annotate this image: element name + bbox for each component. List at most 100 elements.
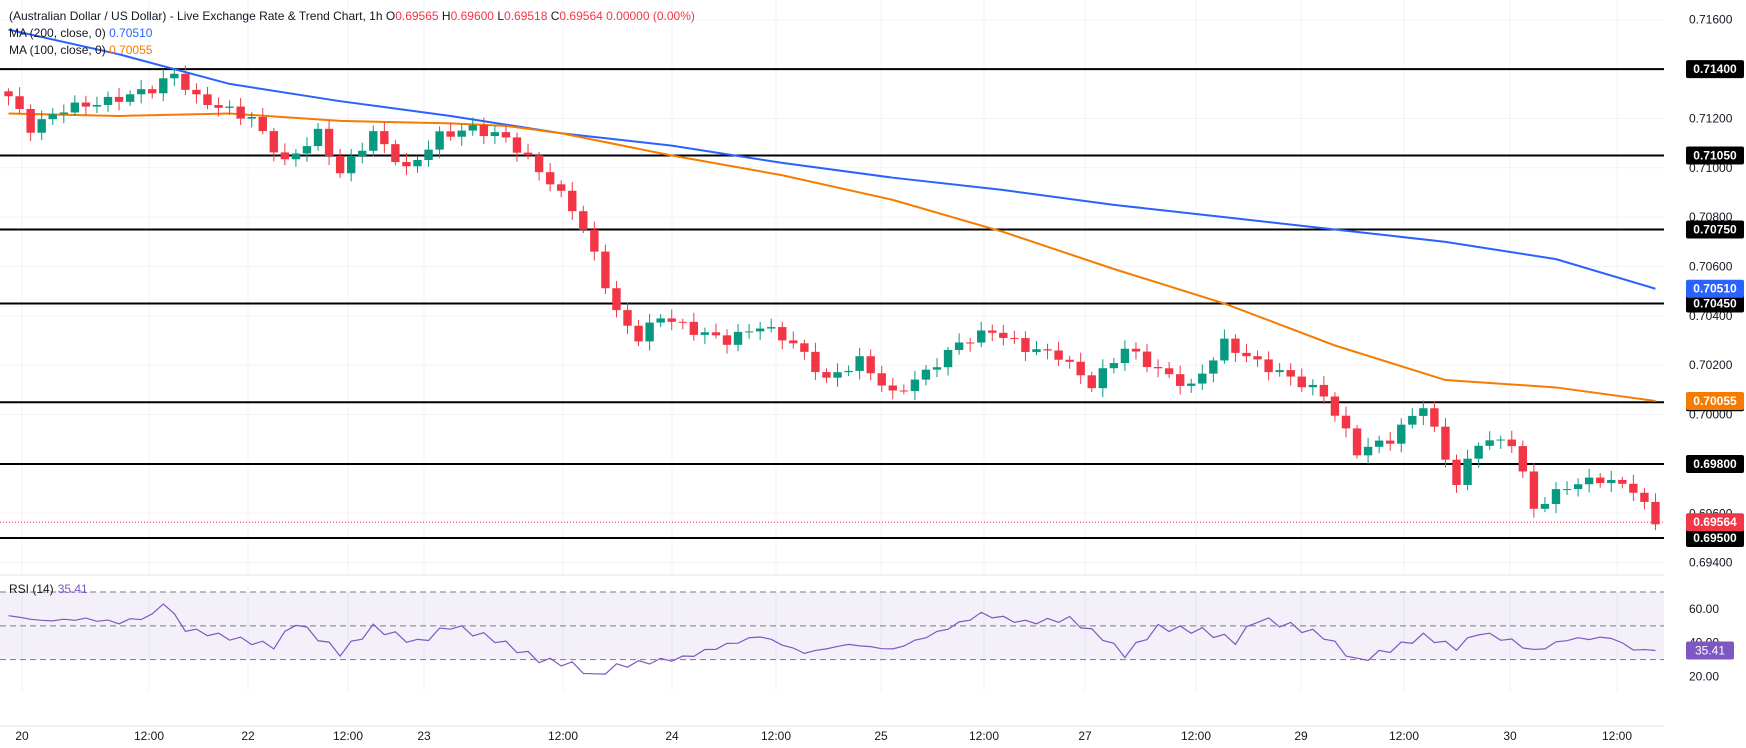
candle-body — [1175, 374, 1185, 386]
ma200-legend[interactable]: MA (200, close, 0) 0.70510 — [9, 25, 152, 41]
candle-body — [391, 144, 400, 163]
time-tick-label: 12:00 — [1181, 729, 1211, 743]
candle-body — [1164, 368, 1174, 375]
time-tick-label: 22 — [241, 729, 255, 743]
candle-body — [457, 130, 466, 137]
candle-body — [523, 152, 533, 156]
candle-body — [534, 155, 544, 173]
candle-body — [125, 94, 135, 102]
rsi-value-badge — [1686, 641, 1734, 660]
ma200-value: 0.70510 — [109, 26, 153, 40]
candle-body — [258, 116, 267, 132]
rsi-legend[interactable]: RSI (14) 35.41 — [9, 582, 88, 596]
candle-body — [446, 131, 455, 137]
candle-body — [833, 372, 842, 378]
candle-body — [965, 342, 975, 344]
candle-body — [789, 340, 798, 344]
candle-body — [159, 78, 168, 94]
candle-body — [1408, 415, 1417, 425]
current-price-badge-box — [1686, 513, 1744, 532]
ma100-legend[interactable]: MA (100, close, 0) 0.70055 — [9, 42, 152, 58]
low-label: L — [497, 9, 505, 23]
candle-body — [1640, 492, 1649, 502]
ma100-value: 0.70055 — [109, 43, 153, 57]
candle-body — [1131, 348, 1141, 352]
symbol-title: (Australian Dollar / US Dollar) - Live E… — [9, 9, 383, 23]
candle-body — [1651, 501, 1660, 525]
candle-body — [1363, 446, 1373, 456]
low-value: 0.69518 — [504, 9, 548, 23]
rsi-label: RSI (14) — [9, 582, 54, 596]
candle-body — [103, 96, 113, 105]
candle-body — [811, 351, 820, 373]
candle-body — [689, 321, 699, 335]
candle-body — [225, 106, 234, 108]
level-price-badge: 0.71400 — [1686, 60, 1744, 79]
rsi-tick-label: 60.00 — [1689, 602, 1719, 616]
candle-body — [1032, 349, 1041, 352]
candle-body — [733, 331, 743, 345]
time-tick-label: 25 — [874, 729, 888, 743]
ma100-price-badge-box — [1686, 392, 1744, 411]
price-axis[interactable]: 0.716000.712000.710000.708000.706000.704… — [1686, 13, 1744, 570]
open-label: O — [385, 9, 396, 23]
time-tick-label: 24 — [665, 729, 679, 743]
candle-body — [380, 131, 389, 145]
time-axis[interactable]: 20 12:00 22 12:00 23 12:00 24 12:00 25 12:00 27 12:… — [0, 725, 1664, 743]
candle-body — [921, 369, 931, 380]
candle-body — [247, 116, 256, 119]
candle-body — [1341, 415, 1351, 429]
candle-body — [1054, 350, 1063, 360]
rsi-value: 35.41 — [57, 582, 88, 596]
candle-body — [1507, 439, 1516, 447]
candle-body — [70, 102, 80, 113]
candle-body — [59, 112, 68, 115]
candle-body — [192, 89, 201, 95]
level-price-badge-text: 0.69500 — [1693, 531, 1737, 545]
candle-body — [114, 96, 124, 102]
candle-body — [269, 131, 279, 153]
candle-body — [26, 108, 35, 133]
candle-body — [1231, 338, 1240, 353]
candle-body — [822, 372, 831, 378]
level-price-badge-text: 0.71400 — [1693, 62, 1737, 76]
candle-body — [800, 343, 809, 352]
candle-body — [601, 251, 610, 289]
close-value: 0.69564 — [559, 9, 603, 23]
candle-body — [1562, 489, 1572, 491]
ma200-price-badge-text: 0.70510 — [1693, 282, 1737, 296]
candle-body — [181, 73, 190, 90]
level-price-badge: 0.70450 — [1686, 294, 1744, 313]
candle-body — [1430, 408, 1439, 427]
candle-body — [556, 184, 566, 191]
candle-body — [335, 155, 345, 174]
candle-body — [369, 131, 378, 151]
time-tick-label: 12:00 — [969, 729, 999, 743]
candle-body — [1419, 408, 1428, 416]
candle-body — [302, 146, 312, 154]
candle-body — [678, 321, 687, 323]
candle-body — [1385, 440, 1395, 444]
time-tick-label: 12:00 — [333, 729, 363, 743]
candle-body — [767, 327, 776, 329]
candle-body — [1153, 367, 1163, 369]
candle-body — [645, 322, 654, 342]
level-price-badge-box — [1686, 146, 1744, 165]
candle-body — [203, 94, 212, 106]
candle-body — [1065, 359, 1074, 362]
level-price-badge: 0.70750 — [1686, 220, 1744, 239]
candle-body — [15, 96, 24, 109]
candle-body — [634, 325, 643, 342]
candle-body — [568, 190, 577, 212]
candle-body — [4, 91, 13, 97]
candle-body — [877, 373, 886, 386]
candle-body — [1485, 440, 1494, 446]
candle-body — [1518, 446, 1528, 472]
time-tick-label: 12:00 — [548, 729, 578, 743]
candle-body — [1109, 363, 1119, 369]
ma100-line — [8, 112, 1656, 403]
candle-body — [1087, 375, 1096, 389]
candle-body — [468, 125, 477, 131]
